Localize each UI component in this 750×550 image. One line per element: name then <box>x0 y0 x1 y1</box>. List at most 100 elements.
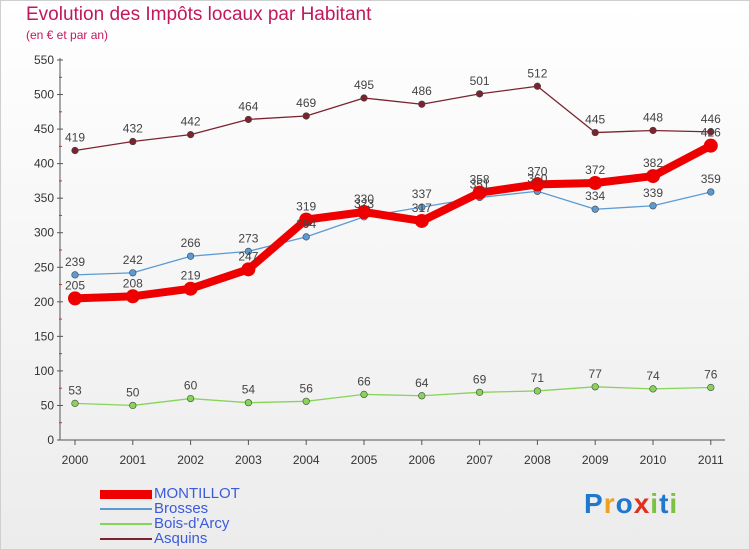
legend-item: Asquins <box>100 530 208 547</box>
series-line-brosses <box>74 190 712 276</box>
data-label-asquins: 445 <box>585 113 605 127</box>
legend-label: MONTILLOT <box>154 485 240 502</box>
data-point-montillot <box>646 169 660 184</box>
data-point-montillot <box>68 291 82 306</box>
y-tick-label: 350 <box>34 191 54 205</box>
data-label-bois-d-arcy: 74 <box>646 369 660 383</box>
data-label-bois-d-arcy: 53 <box>68 383 82 397</box>
data-label-montillot: 330 <box>354 192 374 206</box>
data-point-montillot <box>183 281 198 296</box>
data-point-asquins <box>707 128 715 136</box>
legend-label: Bois-d'Arcy <box>154 515 230 532</box>
data-label-brosses: 266 <box>181 236 201 250</box>
data-point-asquins <box>476 90 484 98</box>
logo-letter: t <box>659 488 670 519</box>
data-point-asquins <box>360 94 368 102</box>
data-point-montillot <box>703 138 718 153</box>
data-point-bois-d-arcy <box>418 392 426 400</box>
data-label-asquins: 469 <box>296 96 316 110</box>
x-tick-label: 2005 <box>351 453 378 467</box>
data-point-bois-d-arcy <box>707 383 715 392</box>
chart-subtitle: (en € et par an) <box>26 28 109 42</box>
data-point-brosses <box>591 205 599 213</box>
data-point-bois-d-arcy <box>302 397 310 405</box>
data-point-montillot <box>299 212 314 227</box>
data-point-brosses <box>129 269 137 277</box>
data-point-bois-d-arcy <box>533 387 542 395</box>
data-point-brosses <box>244 247 252 255</box>
x-tick-label: 2006 <box>408 453 435 467</box>
data-point-asquins <box>533 82 542 90</box>
x-tick-label: 2008 <box>524 453 551 467</box>
data-label-bois-d-arcy: 64 <box>415 376 429 390</box>
data-label-asquins: 442 <box>181 115 201 129</box>
data-label-bois-d-arcy: 76 <box>704 367 718 381</box>
data-point-bois-d-arcy <box>649 385 657 393</box>
logo-letter: P <box>584 488 604 519</box>
legend-swatch <box>100 538 152 540</box>
y-tick-label: 200 <box>34 295 54 309</box>
data-label-bois-d-arcy: 77 <box>589 367 603 381</box>
data-point-asquins <box>129 137 137 146</box>
data-point-bois-d-arcy <box>187 394 195 403</box>
data-label-asquins: 501 <box>470 74 490 88</box>
y-tick-label: 100 <box>34 364 54 378</box>
data-label-brosses: 339 <box>643 186 663 200</box>
x-tick-label: 2002 <box>177 453 204 467</box>
data-point-montillot <box>125 289 140 304</box>
logo-letter: r <box>603 488 616 519</box>
data-label-brosses: 242 <box>123 253 143 267</box>
data-point-brosses <box>418 203 426 211</box>
data-point-montillot <box>241 262 256 277</box>
data-label-montillot: 247 <box>238 249 258 263</box>
data-point-asquins <box>591 128 599 137</box>
data-point-montillot <box>588 175 603 190</box>
data-label-bois-d-arcy: 56 <box>300 381 314 395</box>
data-point-asquins <box>244 115 252 124</box>
data-point-bois-d-arcy <box>476 388 484 396</box>
legend-item: Bois-d'Arcy <box>100 515 230 532</box>
series-line-montillot <box>71 141 715 303</box>
y-tick-label: 50 <box>41 398 55 412</box>
data-label-bois-d-arcy: 50 <box>126 385 140 399</box>
data-label-brosses: 360 <box>527 171 547 185</box>
data-label-brosses: 334 <box>585 189 605 203</box>
x-tick-label: 2004 <box>293 453 320 467</box>
legend-item: MONTILLOT <box>100 485 240 502</box>
data-label-bois-d-arcy: 60 <box>184 379 198 393</box>
data-point-bois-d-arcy <box>244 399 252 407</box>
data-label-montillot: 208 <box>123 276 143 290</box>
data-label-montillot: 317 <box>412 201 432 215</box>
x-tick-label: 2009 <box>582 453 609 467</box>
chart-title: Evolution des Impôts locaux par Habitant <box>26 4 372 25</box>
x-tick-label: 2000 <box>62 453 89 467</box>
data-label-asquins: 419 <box>65 131 85 145</box>
data-label-montillot: 382 <box>643 156 663 170</box>
data-label-asquins: 464 <box>238 99 258 113</box>
data-point-brosses <box>649 202 657 210</box>
y-tick-label: 400 <box>34 157 54 171</box>
data-label-asquins: 446 <box>701 112 721 126</box>
legend-label: Asquins <box>154 530 208 547</box>
data-label-montillot: 219 <box>181 269 201 283</box>
logo-letter: i <box>669 488 679 519</box>
data-label-brosses: 351 <box>470 177 490 191</box>
data-label-asquins: 486 <box>412 84 432 98</box>
data-label-bois-d-arcy: 54 <box>242 383 256 397</box>
data-label-brosses: 337 <box>412 187 432 201</box>
x-tick-label: 2001 <box>119 453 146 467</box>
legend-label: Brosses <box>154 500 209 517</box>
x-tick-label: 2003 <box>235 453 262 467</box>
data-point-asquins <box>71 146 79 155</box>
y-tick-label: 0 <box>47 433 54 447</box>
data-point-bois-d-arcy <box>360 390 368 399</box>
legend-swatch <box>100 489 152 499</box>
data-point-montillot <box>472 185 487 200</box>
data-label-montillot: 319 <box>296 200 316 214</box>
data-point-montillot <box>357 205 371 219</box>
data-label-bois-d-arcy: 71 <box>531 371 545 385</box>
data-point-asquins <box>649 126 657 135</box>
data-label-brosses: 239 <box>65 255 85 269</box>
y-tick-label: 300 <box>34 226 54 240</box>
